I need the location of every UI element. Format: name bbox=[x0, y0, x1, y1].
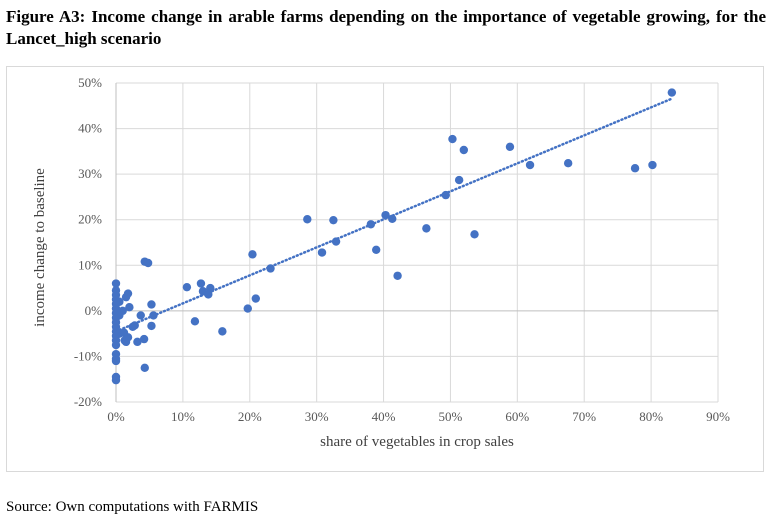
y-tick-label: 0% bbox=[85, 303, 103, 318]
data-point bbox=[111, 356, 121, 366]
data-point bbox=[140, 363, 149, 373]
data-point bbox=[147, 321, 156, 331]
data-point bbox=[448, 134, 457, 144]
data-point bbox=[147, 300, 156, 309]
x-tick-label: 70% bbox=[572, 409, 596, 424]
data-point bbox=[204, 290, 213, 299]
data-point bbox=[667, 88, 677, 97]
scatter-chart: 0% 10% 20% 30% 40% 50% 60% 70% 80% 90% 50% 40% 30% 2… bbox=[32, 75, 730, 450]
x-tick-label: 60% bbox=[505, 409, 529, 424]
data-point bbox=[123, 333, 133, 342]
x-tick-labels: 0% 10% 20% 30% 40% 50% 60% 70% 80% 90% bbox=[107, 409, 730, 424]
y-tick-label: 40% bbox=[78, 121, 102, 136]
data-point bbox=[125, 303, 134, 312]
data-point bbox=[128, 322, 137, 332]
figure-title: Figure A3: Income change in arable farms… bbox=[6, 7, 766, 48]
x-tick-label: 10% bbox=[171, 409, 195, 424]
data-point bbox=[190, 317, 200, 326]
data-point bbox=[441, 190, 450, 200]
x-tick-label: 30% bbox=[305, 409, 329, 424]
y-tick-label: -10% bbox=[74, 348, 102, 363]
data-point bbox=[371, 245, 381, 254]
y-tick-label: 10% bbox=[78, 257, 102, 272]
data-point bbox=[206, 283, 215, 293]
y-tick-label: 20% bbox=[78, 212, 102, 227]
data-point bbox=[143, 258, 153, 268]
y-tick-label: -20% bbox=[74, 394, 102, 409]
data-point bbox=[115, 297, 124, 306]
data-point bbox=[243, 304, 252, 313]
data-points bbox=[111, 88, 677, 385]
gridlines bbox=[116, 82, 719, 403]
data-point bbox=[459, 145, 469, 155]
data-point bbox=[505, 142, 515, 151]
data-point bbox=[317, 248, 327, 257]
data-point bbox=[218, 327, 227, 336]
data-point bbox=[422, 224, 431, 233]
data-point bbox=[266, 264, 275, 273]
data-point bbox=[149, 311, 158, 320]
data-point bbox=[563, 159, 573, 168]
data-point bbox=[136, 311, 145, 320]
x-tick-label: 80% bbox=[639, 409, 663, 424]
data-point bbox=[182, 282, 192, 292]
data-point bbox=[331, 237, 341, 246]
axes bbox=[115, 83, 718, 402]
x-tick-label: 50% bbox=[439, 409, 463, 424]
data-point bbox=[118, 306, 127, 316]
data-point bbox=[648, 160, 657, 170]
x-tick-label: 90% bbox=[706, 409, 730, 424]
data-point bbox=[366, 220, 376, 229]
data-point bbox=[139, 334, 149, 344]
data-point bbox=[329, 215, 338, 225]
data-point bbox=[393, 271, 402, 280]
x-tick-label: 20% bbox=[238, 409, 262, 424]
data-point bbox=[248, 250, 257, 259]
y-tick-label: 30% bbox=[78, 166, 102, 181]
data-point bbox=[111, 375, 121, 385]
data-point bbox=[251, 294, 260, 303]
source-note: Source: Own computations with FARMIS bbox=[6, 499, 259, 515]
data-point bbox=[381, 210, 390, 220]
data-point bbox=[303, 215, 312, 224]
data-point bbox=[388, 214, 397, 224]
y-tick-labels: 50% 40% 30% 20% 10% 0% -10% -20% bbox=[74, 75, 102, 409]
data-point bbox=[525, 160, 535, 170]
x-tick-label: 0% bbox=[107, 409, 125, 424]
data-point bbox=[123, 289, 133, 298]
data-point bbox=[133, 337, 142, 347]
data-point bbox=[630, 164, 640, 173]
data-point bbox=[470, 230, 479, 239]
data-point bbox=[111, 340, 121, 350]
data-point bbox=[111, 279, 121, 288]
data-point bbox=[196, 279, 206, 288]
y-axis-label: income change to baseline bbox=[32, 168, 48, 327]
x-axis-label: share of vegetables in crop sales bbox=[320, 434, 514, 450]
chart-frame bbox=[6, 66, 764, 472]
y-tick-label: 50% bbox=[78, 75, 102, 90]
x-tick-label: 40% bbox=[372, 409, 396, 424]
data-point bbox=[454, 175, 464, 185]
